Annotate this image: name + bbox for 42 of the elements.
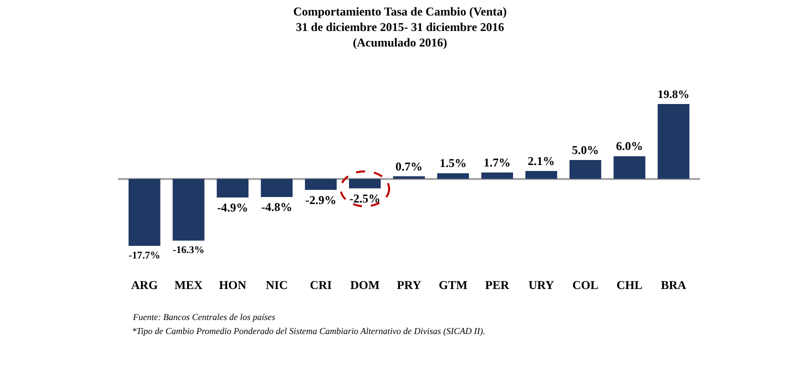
text: *Tipo de Cambio Promedio Ponderado del Sistema Cambiario Alternativo de Divisas (SICAD II). <box>132 326 486 336</box>
x-tick-label: URY <box>528 278 554 292</box>
bar <box>658 104 690 179</box>
x-tick-label: DOM <box>350 278 380 292</box>
x-tick-label: PER <box>485 278 510 292</box>
bar <box>525 170 558 179</box>
x-tick-label: GTM <box>438 278 468 292</box>
data-label: -4.8% <box>261 200 292 214</box>
bar <box>349 178 381 188</box>
data-label: -16.3% <box>172 245 204 256</box>
data-label: 2.1% <box>528 154 555 168</box>
x-tick-label: ARG <box>131 278 158 292</box>
source-note: Fuente: Bancos Centrales de los países <box>132 312 276 322</box>
bar <box>216 178 249 198</box>
data-label: 0.7% <box>396 159 422 174</box>
bar <box>128 178 160 246</box>
data-label: -17.7% <box>128 250 160 262</box>
data-label: 6.0% <box>616 139 643 154</box>
bar <box>437 173 469 179</box>
bar <box>260 178 293 198</box>
x-tick-label: COL <box>572 278 598 292</box>
x-tick-label: CRI <box>310 278 332 292</box>
bar <box>569 160 602 179</box>
data-label: 19.8% <box>658 89 690 102</box>
data-label: 1.7% <box>484 155 511 170</box>
data-label: 1.5% <box>440 156 467 170</box>
x-tick-label: CHL <box>616 278 642 292</box>
x-tick-label: HON <box>218 278 247 292</box>
x-tick-label: MEX <box>174 278 203 292</box>
x-tick-label: BRA <box>660 278 687 292</box>
x-tick-label: NIC <box>266 278 288 292</box>
bar <box>393 176 425 179</box>
bar <box>172 178 204 241</box>
x-tick-label: PRY <box>396 278 422 292</box>
data-label: -2.5% <box>349 191 380 206</box>
bar <box>481 172 514 179</box>
data-label: -4.9% <box>217 200 248 214</box>
bar <box>304 178 337 190</box>
data-label: 5.0% <box>572 142 599 157</box>
bar <box>614 156 646 179</box>
chart-title: Comportamiento Tasa de Cambio (Venta) 31 de diciembre 2015- 31 diciembre 2016 (Acumulado 2016) <box>293 4 507 50</box>
data-label: -2.9% <box>305 192 336 207</box>
